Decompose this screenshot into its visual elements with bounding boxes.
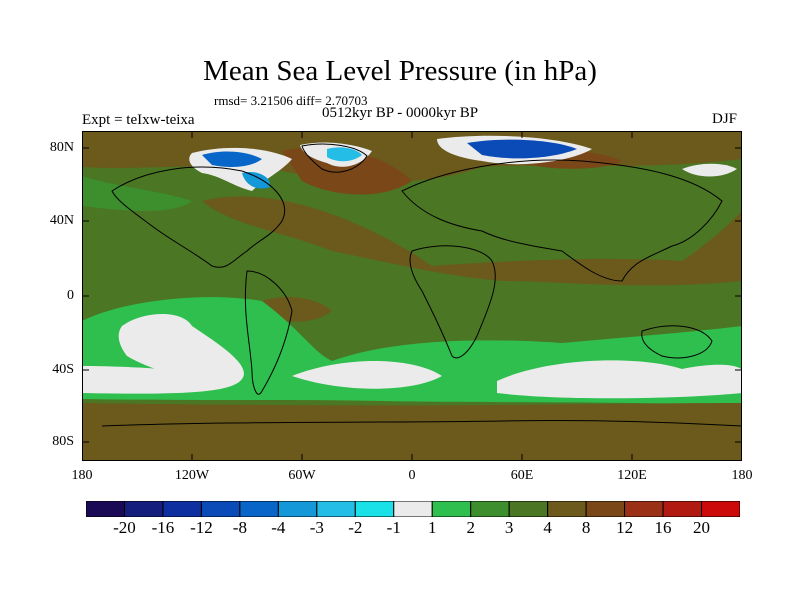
lon-label-60e: 60E xyxy=(510,468,534,483)
colorbar-tick-label: -3 xyxy=(309,518,324,537)
lat-label-40s: 40S xyxy=(52,362,74,377)
lat-label-0: 0 xyxy=(67,288,74,303)
map-title: Mean Sea Level Pressure (in hPa) xyxy=(203,55,597,87)
pressure-map xyxy=(82,131,742,461)
lat-label-40n: 40N xyxy=(49,213,74,228)
colorbar-tick-label: 12 xyxy=(616,518,634,537)
field-canada-blue xyxy=(202,151,262,167)
lon-label-60w: 60W xyxy=(288,468,316,483)
colorbar-tick-label: -2 xyxy=(348,518,363,537)
field-atlantic-grey xyxy=(292,361,442,389)
colorbar-tick-label: 3 xyxy=(504,518,514,537)
colorbar-box xyxy=(624,501,664,517)
lat-label-80s: 80S xyxy=(52,434,74,449)
lat-label-80n: 80N xyxy=(49,140,74,155)
lon-label-180w: 180 xyxy=(71,468,93,483)
colorbar-tick-label: -8 xyxy=(232,518,247,537)
field-canada-cyan xyxy=(242,171,271,189)
colorbar-tick-label: -16 xyxy=(151,518,175,537)
experiment-label: Expt = teIxw-teixa xyxy=(82,112,195,128)
field-indian-grey xyxy=(497,360,742,399)
colorbar-tick-label: 2 xyxy=(466,518,475,537)
colorbar-tick-label: 16 xyxy=(654,518,672,537)
field-siberia-blue xyxy=(467,139,577,159)
colorbar-tick-label: -1 xyxy=(386,518,401,537)
colorbar-box xyxy=(470,501,510,517)
colorbar-tick-label: -20 xyxy=(113,518,136,537)
colorbar-box xyxy=(393,501,433,517)
colorbar-box xyxy=(701,501,740,517)
lon-label-0: 0 xyxy=(408,468,416,483)
field-midlat-brown xyxy=(202,196,742,286)
colorbar-box xyxy=(316,501,356,517)
colorbar-tick-label: -12 xyxy=(190,518,213,537)
colorbar xyxy=(86,501,740,517)
lon-label-120w: 120W xyxy=(174,468,210,483)
lon-label-180e: 180 xyxy=(731,468,753,483)
field-north-brown xyxy=(82,131,742,182)
colorbar-box xyxy=(585,501,626,517)
stats-text: rmsd= 3.21506 diff= 2.70703 xyxy=(214,93,368,108)
colorbar-box xyxy=(86,501,125,517)
coastlines xyxy=(101,143,742,427)
field-pacific-grey-2 xyxy=(82,366,242,394)
colorbar-box xyxy=(200,501,241,517)
season-label: DJF xyxy=(712,111,738,127)
colorbar-box xyxy=(354,501,395,517)
colorbar-tick-label: 8 xyxy=(581,518,591,537)
period-text: 0512kyr BP - 0000kyr BP xyxy=(322,105,479,121)
axis-ticks xyxy=(82,131,742,461)
field-alaska-grey xyxy=(682,163,737,177)
colorbar-box xyxy=(662,501,703,517)
map-frame xyxy=(82,131,742,461)
colorbar-box xyxy=(162,501,202,517)
colorbar-tick-label: 1 xyxy=(427,518,437,537)
field-greenland-cyan xyxy=(327,147,362,162)
colorbar-box xyxy=(508,501,549,517)
lon-label-120e: 120E xyxy=(617,468,647,483)
colorbar-tick-label: -4 xyxy=(271,518,286,537)
colorbar-box xyxy=(239,501,279,517)
colorbar-box xyxy=(277,501,318,517)
colorbar-box xyxy=(431,501,472,517)
colorbar-tick-label: 20 xyxy=(693,518,711,537)
field-antarctic-brown xyxy=(82,403,742,461)
field-pacific-grey xyxy=(118,313,244,381)
field-pacific-green xyxy=(82,176,192,211)
colorbar-box xyxy=(123,501,164,517)
colorbar-tick-label: 4 xyxy=(543,518,552,537)
colorbar-box xyxy=(547,501,587,517)
